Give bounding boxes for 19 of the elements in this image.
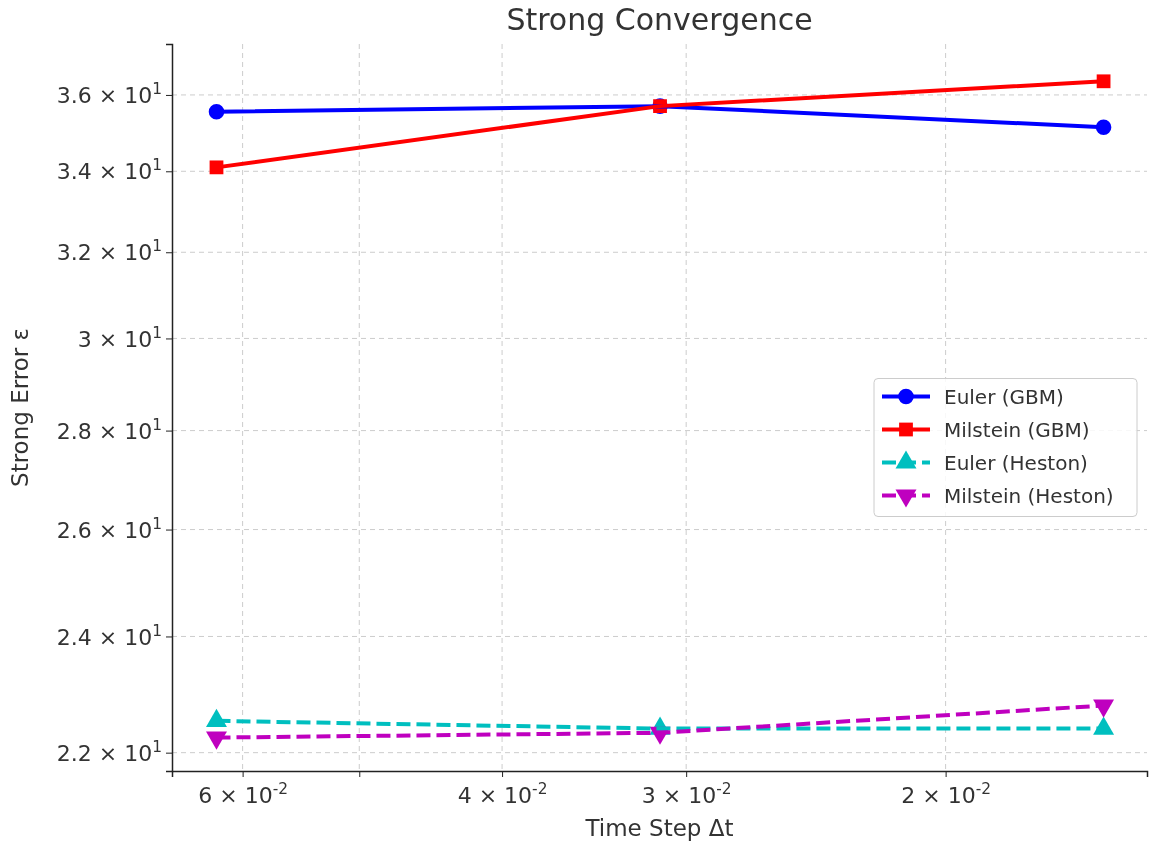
legend-label: Milstein (GBM) (944, 417, 1090, 442)
legend-label: Euler (Heston) (944, 450, 1088, 475)
x-tick-label: 4 × 10$^{-2}$ (457, 780, 548, 808)
x-tick-label: 3 × 10$^{-2}$ (641, 780, 732, 808)
legend-label: Euler (GBM) (944, 384, 1064, 409)
y-tick-label: 2.2 × 10$^{1}$ (56, 737, 162, 766)
y-tick-label: 2.4 × 10$^{1}$ (56, 621, 162, 650)
x-tick-label: 6 × 10$^{-2}$ (198, 780, 288, 808)
legend-label: Milstein (Heston) (944, 483, 1114, 508)
y-tick-label: 2.6 × 10$^{1}$ (56, 514, 162, 543)
y-tick-label: 3.2 × 10$^{1}$ (56, 237, 162, 266)
y-tick-label: 2.8 × 10$^{1}$ (56, 415, 162, 444)
x-tick-label: 2 × 10$^{-2}$ (901, 780, 992, 808)
chart-title: Strong Convergence (506, 2, 813, 37)
y-tick-label: 3.4 × 10$^{1}$ (56, 156, 162, 185)
y-tick-label: 3 × 10$^{1}$ (77, 323, 162, 352)
y-tick-label: 3.6 × 10$^{1}$ (56, 80, 162, 109)
x-axis-title: Time Step Δt (584, 815, 734, 841)
y-axis-title: Strong Error ε (7, 328, 33, 487)
